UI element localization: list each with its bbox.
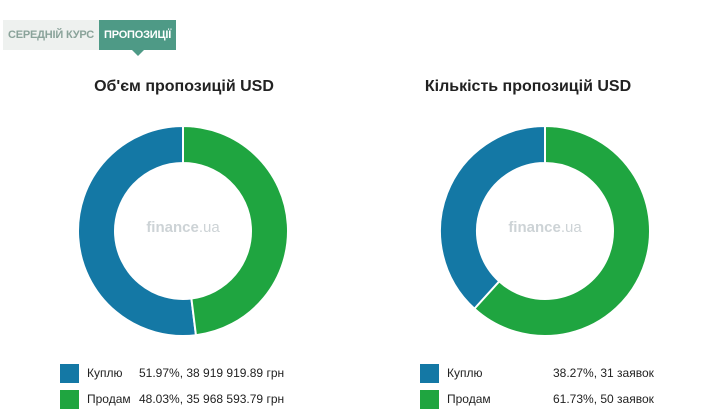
legend-label: Продам [87, 392, 131, 406]
donut-slice-sell[interactable] [182, 124, 289, 337]
volume-chart-panel: Об'єм пропозицій USD finance.ua Куплю 51… [60, 78, 350, 415]
legend-swatch-sell [60, 389, 79, 409]
legend-item-buy[interactable]: Куплю 38.27%, 31 заявок [420, 363, 710, 383]
legend-swatch-buy [420, 363, 439, 383]
donut-chart [439, 124, 651, 337]
legend-value: 51.97%, 38 919 919.89 грн [139, 366, 285, 380]
finance-ua-watermark: finance.ua [485, 219, 605, 236]
chart-legend: Куплю 38.27%, 31 заявок Продам 61.73%, 5… [420, 363, 710, 415]
legend-swatch-buy [60, 363, 79, 383]
legend-label: Куплю [447, 366, 483, 380]
chart-legend: Куплю 51.97%, 38 919 919.89 грн Продам 4… [60, 363, 350, 415]
finance-ua-watermark: finance.ua [123, 219, 243, 236]
legend-item-sell[interactable]: Продам 48.03%, 35 968 593.79 грн [60, 389, 350, 409]
donut-slice-buy[interactable] [77, 124, 198, 337]
legend-item-sell[interactable]: Продам 61.73%, 50 заявок [420, 389, 710, 409]
tab-average-rate[interactable]: СЕРЕДНІЙ КУРС [3, 20, 99, 50]
legend-label: Куплю [87, 366, 123, 380]
legend-value: 38.27%, 31 заявок [553, 366, 654, 380]
donut-chart [77, 124, 289, 337]
legend-value: 61.73%, 50 заявок [553, 392, 654, 406]
tab-offers[interactable]: ПРОПОЗИЦІЇ [99, 20, 177, 56]
legend-swatch-sell [420, 389, 439, 409]
watermark-brand: finance [508, 219, 561, 236]
count-chart-panel: Кількість пропозицій USD finance.ua Купл… [360, 0, 720, 420]
donut-slice-sell[interactable] [473, 124, 651, 337]
watermark-domain: .ua [198, 219, 220, 236]
legend-item-buy[interactable]: Куплю 51.97%, 38 919 919.89 грн [60, 363, 350, 383]
tab-bar: СЕРЕДНІЙ КУРС ПРОПОЗИЦІЇ [3, 20, 177, 56]
legend-value: 48.03%, 35 968 593.79 грн [139, 392, 285, 406]
chart-title: Кількість пропозицій USD [424, 78, 632, 95]
watermark-domain: .ua [560, 219, 582, 236]
legend-label: Продам [447, 392, 491, 406]
donut-slice-buy[interactable] [439, 124, 546, 311]
watermark-brand: finance [146, 219, 199, 236]
chart-title: Об'єм пропозицій USD [94, 78, 274, 95]
